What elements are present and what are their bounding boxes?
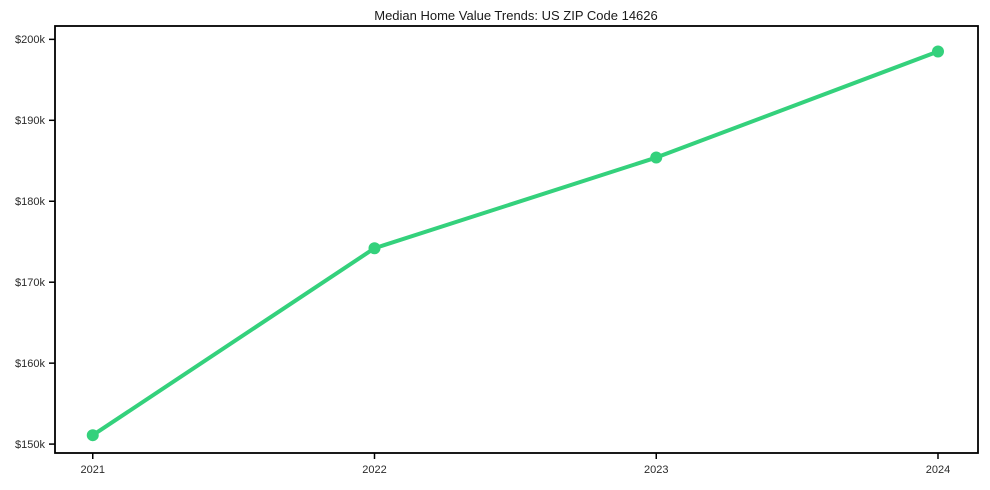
- chart-title: Median Home Value Trends: US ZIP Code 14…: [374, 8, 658, 23]
- y-tick-label: $200k: [15, 34, 45, 46]
- plot-border: [54, 25, 979, 454]
- y-tick-label: $160k: [15, 358, 45, 370]
- y-tick-label: $190k: [15, 115, 45, 127]
- y-tick-label: $180k: [15, 196, 45, 208]
- data-point-2024: [931, 45, 944, 58]
- data-point-2022: [368, 242, 381, 255]
- y-tick-label: $170k: [15, 277, 45, 289]
- data-point-2023: [650, 151, 663, 164]
- y-tick-label: $150k: [15, 439, 45, 451]
- x-tick-label: 2024: [926, 464, 950, 476]
- x-tick-label: 2023: [644, 464, 668, 476]
- x-tick-label: 2022: [362, 464, 386, 476]
- data-point-2021: [86, 429, 99, 442]
- plot-area: $150k $160k $170k $180k $190k $200k 2021 2022 20…: [15, 25, 979, 476]
- trend-line: [90, 49, 940, 438]
- x-tick-label: 2021: [81, 464, 105, 476]
